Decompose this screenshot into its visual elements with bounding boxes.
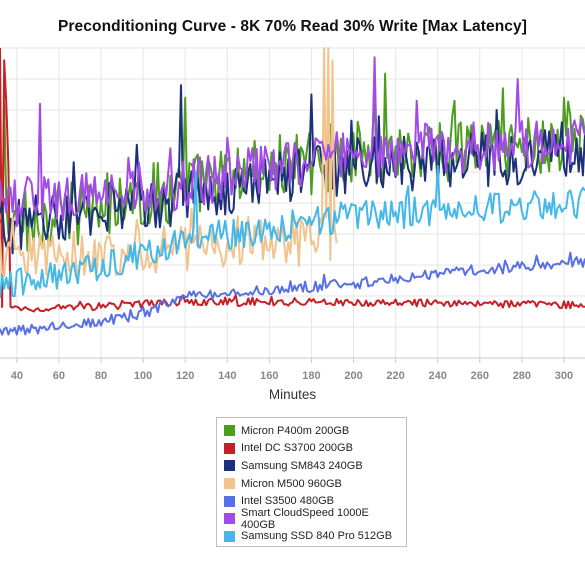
legend-item-4[interactable]: Micron M500 960GB (217, 475, 406, 493)
x-tick-label: 300 (555, 370, 573, 382)
legend-label: Intel DC S3700 200GB (241, 442, 353, 455)
series-line-2 (0, 47, 585, 313)
legend: Micron P400m 200GB Intel DC S3700 200GB Sa… (216, 417, 407, 547)
legend-label: Samsung SSD 840 Pro 512GB (241, 530, 393, 543)
chart-title: Preconditioning Curve - 8K 70% Read 30% … (57, 18, 527, 35)
series-line-5 (0, 251, 585, 336)
x-tick-label: 100 (134, 370, 152, 382)
x-tick-label: 80 (95, 370, 107, 382)
x-tick-label: 240 (429, 370, 447, 382)
series-layer (0, 47, 585, 336)
legend-item-6[interactable]: Smart CloudSpeed 1000E 400GB (217, 506, 406, 531)
legend-swatch (224, 442, 235, 454)
legend-label: Micron M500 960GB (241, 477, 342, 490)
legend-swatch (224, 425, 235, 437)
x-ticks: 40 60 80 100 120 140 160 180 200 220 240 260 280 300 (11, 358, 573, 382)
x-tick-label: 160 (260, 370, 278, 382)
legend-item-5[interactable]: Intel S3500 480GB (217, 492, 406, 510)
legend-swatch (224, 460, 235, 472)
legend-swatch (224, 530, 235, 542)
x-tick-label: 280 (513, 370, 531, 382)
legend-swatch (224, 513, 235, 525)
legend-item-1[interactable]: Micron P400m 200GB (217, 422, 406, 440)
x-tick-label: 220 (386, 370, 404, 382)
legend-label: Samsung SM843 240GB (241, 459, 363, 472)
x-tick-label: 40 (11, 370, 23, 382)
legend-label: Micron P400m 200GB (241, 424, 350, 437)
series-line-3 (0, 84, 585, 255)
x-tick-label: 120 (176, 370, 194, 382)
x-tick-label: 60 (53, 370, 65, 382)
x-tick-label: 140 (218, 370, 236, 382)
x-tick-label: 180 (302, 370, 320, 382)
series-line-6 (0, 56, 585, 227)
x-tick-label: 200 (344, 370, 362, 382)
legend-label: Smart CloudSpeed 1000E 400GB (241, 506, 369, 531)
legend-swatch (224, 495, 235, 507)
legend-item-3[interactable]: Samsung SM843 240GB (217, 457, 406, 475)
line-chart: 40 60 80 100 120 140 160 180 200 220 240 260 280 300 (0, 47, 585, 382)
series-line-7 (0, 164, 585, 298)
legend-swatch (224, 478, 235, 490)
legend-item-7[interactable]: Samsung SSD 840 Pro 512GB (217, 528, 406, 546)
x-tick-label: 260 (471, 370, 489, 382)
x-axis-label: Minutes (268, 387, 317, 402)
legend-label: Intel S3500 480GB (241, 495, 334, 508)
legend-item-2[interactable]: Intel DC S3700 200GB (217, 440, 406, 458)
